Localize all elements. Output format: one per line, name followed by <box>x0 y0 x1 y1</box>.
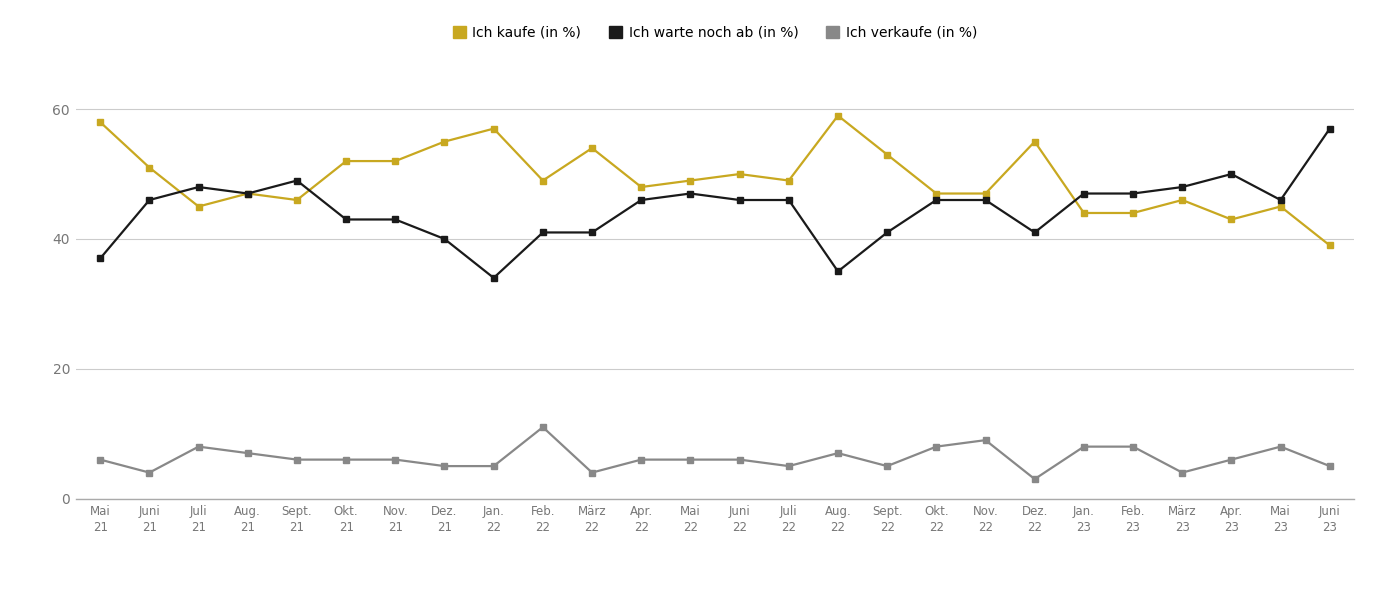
Ich kaufe (in %) <box>829 112 846 119</box>
Ich verkaufe (in %) <box>928 443 945 450</box>
Ich verkaufe (in %) <box>92 456 109 463</box>
Ich verkaufe (in %) <box>1125 443 1141 450</box>
Ich warte noch ab (in %) <box>879 229 895 236</box>
Ich warte noch ab (in %) <box>1026 229 1042 236</box>
Ich kaufe (in %) <box>682 177 698 184</box>
Ich kaufe (in %) <box>535 177 551 184</box>
Ich warte noch ab (in %) <box>92 255 109 262</box>
Ich kaufe (in %) <box>142 164 158 171</box>
Ich kaufe (in %) <box>190 203 206 210</box>
Ich verkaufe (in %) <box>142 469 158 476</box>
Ich verkaufe (in %) <box>1272 443 1288 450</box>
Ich verkaufe (in %) <box>388 456 404 463</box>
Ich kaufe (in %) <box>879 151 895 158</box>
Ich verkaufe (in %) <box>732 456 748 463</box>
Ich warte noch ab (in %) <box>781 196 797 204</box>
Ich warte noch ab (in %) <box>1224 171 1240 178</box>
Ich verkaufe (in %) <box>1026 476 1042 483</box>
Ich kaufe (in %) <box>1321 242 1338 249</box>
Ich verkaufe (in %) <box>978 437 994 444</box>
Ich kaufe (in %) <box>781 177 797 184</box>
Ich warte noch ab (in %) <box>1321 125 1338 132</box>
Ich verkaufe (in %) <box>1224 456 1240 463</box>
Ich verkaufe (in %) <box>781 463 797 470</box>
Ich kaufe (in %) <box>632 183 649 191</box>
Ich verkaufe (in %) <box>239 450 256 457</box>
Ich verkaufe (in %) <box>682 456 698 463</box>
Ich verkaufe (in %) <box>1075 443 1092 450</box>
Ich verkaufe (in %) <box>879 463 895 470</box>
Line: Ich kaufe (in %): Ich kaufe (in %) <box>98 113 1332 248</box>
Ich warte noch ab (in %) <box>338 216 355 223</box>
Ich kaufe (in %) <box>1272 203 1288 210</box>
Ich verkaufe (in %) <box>485 463 502 470</box>
Ich warte noch ab (in %) <box>584 229 601 236</box>
Ich warte noch ab (in %) <box>829 268 846 275</box>
Ich verkaufe (in %) <box>632 456 649 463</box>
Ich kaufe (in %) <box>1224 216 1240 223</box>
Line: Ich verkaufe (in %): Ich verkaufe (in %) <box>98 424 1332 482</box>
Ich verkaufe (in %) <box>190 443 206 450</box>
Ich kaufe (in %) <box>978 190 994 197</box>
Ich kaufe (in %) <box>928 190 945 197</box>
Ich verkaufe (in %) <box>829 450 846 457</box>
Ich warte noch ab (in %) <box>978 196 994 204</box>
Ich warte noch ab (in %) <box>632 196 649 204</box>
Ich verkaufe (in %) <box>1321 463 1338 470</box>
Line: Ich warte noch ab (in %): Ich warte noch ab (in %) <box>98 126 1332 281</box>
Ich verkaufe (in %) <box>1174 469 1191 476</box>
Ich warte noch ab (in %) <box>289 177 305 184</box>
Ich kaufe (in %) <box>485 125 502 132</box>
Ich warte noch ab (in %) <box>1174 183 1191 191</box>
Ich warte noch ab (in %) <box>485 274 502 281</box>
Ich verkaufe (in %) <box>338 456 355 463</box>
Ich kaufe (in %) <box>1125 209 1141 217</box>
Ich kaufe (in %) <box>732 171 748 178</box>
Ich kaufe (in %) <box>1026 138 1042 145</box>
Ich verkaufe (in %) <box>289 456 305 463</box>
Legend: Ich kaufe (in %), Ich warte noch ab (in %), Ich verkaufe (in %): Ich kaufe (in %), Ich warte noch ab (in … <box>447 21 983 45</box>
Ich kaufe (in %) <box>289 196 305 204</box>
Ich kaufe (in %) <box>388 158 404 165</box>
Ich warte noch ab (in %) <box>535 229 551 236</box>
Ich kaufe (in %) <box>239 190 256 197</box>
Ich warte noch ab (in %) <box>732 196 748 204</box>
Ich warte noch ab (in %) <box>1125 190 1141 197</box>
Ich warte noch ab (in %) <box>190 183 206 191</box>
Ich warte noch ab (in %) <box>142 196 158 204</box>
Ich kaufe (in %) <box>1075 209 1092 217</box>
Ich verkaufe (in %) <box>535 424 551 431</box>
Ich kaufe (in %) <box>92 119 109 126</box>
Ich warte noch ab (in %) <box>928 196 945 204</box>
Ich warte noch ab (in %) <box>239 190 256 197</box>
Ich warte noch ab (in %) <box>388 216 404 223</box>
Ich verkaufe (in %) <box>436 463 452 470</box>
Ich warte noch ab (in %) <box>1272 196 1288 204</box>
Ich verkaufe (in %) <box>584 469 601 476</box>
Ich kaufe (in %) <box>338 158 355 165</box>
Ich warte noch ab (in %) <box>436 235 452 242</box>
Ich kaufe (in %) <box>584 145 601 152</box>
Ich kaufe (in %) <box>436 138 452 145</box>
Ich warte noch ab (in %) <box>1075 190 1092 197</box>
Ich warte noch ab (in %) <box>682 190 698 197</box>
Ich kaufe (in %) <box>1174 196 1191 204</box>
